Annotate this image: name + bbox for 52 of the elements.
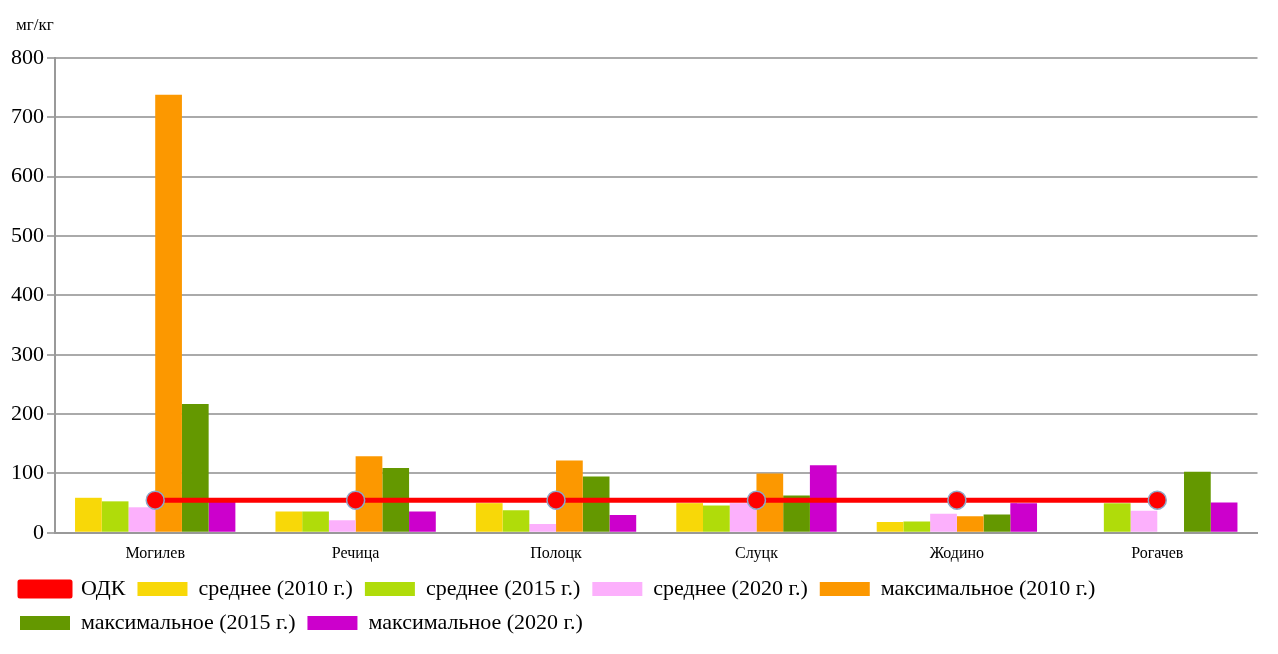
legend-label: среднее (2020 г.) xyxy=(653,574,808,600)
bar xyxy=(729,503,757,532)
bar xyxy=(529,523,557,532)
y-tick-label: 800 xyxy=(11,43,44,69)
y-tick-label: 100 xyxy=(11,459,44,485)
bar xyxy=(128,507,156,532)
bar xyxy=(155,94,182,532)
bar xyxy=(1210,502,1238,532)
bar xyxy=(1130,510,1158,532)
bar xyxy=(475,503,503,532)
bar xyxy=(275,511,303,532)
y-tick-label: 500 xyxy=(11,221,44,247)
x-tick-label: Могилев xyxy=(125,543,186,561)
bar xyxy=(983,514,1011,532)
bar xyxy=(956,516,984,532)
bar xyxy=(1184,471,1211,532)
bar xyxy=(582,476,610,532)
y-axis-title: мг/кг xyxy=(16,15,54,35)
bar xyxy=(75,497,102,532)
bar xyxy=(101,501,129,532)
bar xyxy=(876,522,904,532)
y-tick-label: 700 xyxy=(11,103,44,129)
bar xyxy=(903,521,931,532)
bar xyxy=(302,511,329,532)
x-tick-label: Жодино xyxy=(929,543,985,562)
y-tick-label: 0 xyxy=(33,518,44,544)
y-tick-label: 300 xyxy=(11,340,44,366)
bar xyxy=(1010,503,1038,532)
y-tick-label: 200 xyxy=(11,399,44,425)
bar xyxy=(409,511,436,532)
bar xyxy=(328,520,356,532)
bar xyxy=(609,515,637,532)
bar xyxy=(930,513,957,532)
legend-label: ОДК xyxy=(81,574,126,600)
legend-label: максимальное (2015 г.) xyxy=(81,608,296,634)
legend-label: среднее (2010 г.) xyxy=(198,574,353,600)
x-tick-label: Речица xyxy=(331,543,380,562)
bar xyxy=(382,468,410,532)
bar xyxy=(703,505,730,532)
y-tick-label: 400 xyxy=(11,281,44,307)
bar xyxy=(1103,503,1131,532)
bar xyxy=(502,510,530,532)
bar xyxy=(181,404,209,532)
x-tick-label: Полоцк xyxy=(530,543,583,562)
legend-label: среднее (2015 г.) xyxy=(425,574,581,600)
legend-label: максимальное (2010 г.) xyxy=(880,574,1096,600)
y-tick-label: 600 xyxy=(11,162,44,188)
x-tick-label: Рогачев xyxy=(1131,543,1184,561)
legend-label: максимальное (2020 г.) xyxy=(368,608,583,634)
x-tick-label: Слуцк xyxy=(734,543,779,562)
bar xyxy=(676,503,704,532)
bar xyxy=(809,465,837,532)
